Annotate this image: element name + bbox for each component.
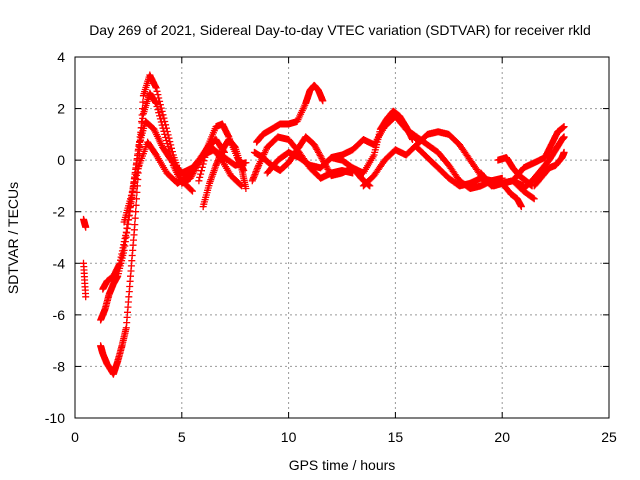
data-series: [509, 123, 568, 185]
y-tick-label: 4: [57, 49, 65, 65]
data-point-markers: [80, 215, 90, 231]
data-series: [195, 120, 248, 185]
data-series: [120, 138, 246, 226]
y-tick-label: -6: [53, 307, 66, 323]
data-series: [253, 81, 327, 146]
axis-ticks: 0 5 10 15 20 25 -10 -8 -6 -4 -2 0 2 4: [45, 49, 617, 445]
y-tick-label: -4: [53, 255, 66, 271]
x-tick-label: 20: [494, 429, 510, 445]
data-point-markers: [80, 259, 90, 301]
y-tick-label: 2: [57, 101, 65, 117]
data-point-markers: [120, 138, 246, 226]
data-series: [80, 215, 90, 231]
x-tick-label: 25: [601, 429, 617, 445]
chart-title: Day 269 of 2021, Sidereal Day-to-day VTE…: [89, 22, 591, 38]
data-point-markers: [509, 123, 568, 185]
x-tick-label: 15: [388, 429, 404, 445]
data-point-markers: [253, 81, 327, 146]
y-tick-label: -10: [45, 410, 65, 426]
data-series: [477, 169, 525, 211]
y-tick-label: 0: [57, 152, 65, 168]
data-point-markers: [477, 169, 525, 211]
data-series: [520, 133, 568, 192]
x-tick-label: 0: [71, 429, 79, 445]
x-tick-label: 10: [281, 429, 297, 445]
y-axis-label: SDTVAR / TECUs: [5, 182, 21, 294]
x-tick-label: 5: [178, 429, 186, 445]
y-tick-label: -2: [53, 204, 66, 220]
data-series: [250, 133, 374, 190]
data-point-markers: [195, 120, 248, 185]
y-tick-label: -8: [53, 358, 66, 374]
plot-frame: [74, 56, 610, 419]
data-point-markers: [530, 148, 568, 190]
data-series: [80, 259, 90, 301]
x-axis-label: GPS time / hours: [289, 457, 396, 473]
data-series: [327, 107, 416, 177]
data-series: [530, 148, 568, 190]
data-point-markers: [327, 107, 416, 177]
data-points: [80, 71, 568, 378]
data-point-markers: [520, 133, 568, 192]
data-point-markers: [250, 133, 374, 190]
